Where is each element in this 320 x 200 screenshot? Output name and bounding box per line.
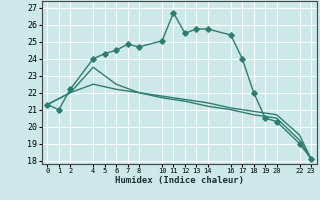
X-axis label: Humidex (Indice chaleur): Humidex (Indice chaleur) [115, 176, 244, 185]
